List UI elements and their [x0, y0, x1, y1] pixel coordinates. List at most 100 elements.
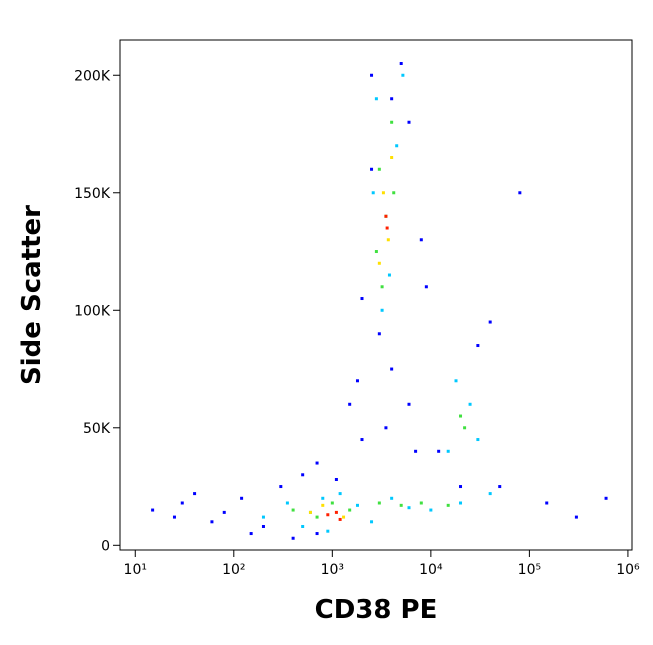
point [390, 496, 394, 500]
point [545, 501, 549, 505]
point [377, 332, 381, 336]
x-tick-label: 10³ [321, 562, 344, 578]
point [151, 508, 155, 512]
x-tick-label: 10⁶ [616, 562, 640, 578]
point [384, 214, 388, 218]
point [315, 515, 319, 519]
y-tick-label: 150K [74, 186, 111, 202]
y-tick-label: 0 [101, 538, 110, 554]
point [390, 97, 394, 101]
point [377, 261, 381, 265]
point [414, 449, 418, 453]
point [355, 379, 359, 383]
point [308, 510, 312, 514]
point [249, 532, 253, 536]
y-tick-label: 100K [74, 303, 111, 319]
y-tick-label: 50K [83, 421, 111, 437]
x-axis-title: CD38 PE [315, 595, 438, 625]
point [180, 501, 184, 505]
y-axis-title: Side Scatter [17, 205, 47, 385]
point [321, 496, 325, 500]
point [419, 238, 423, 242]
x-tick-label: 10⁵ [518, 562, 541, 578]
point [498, 485, 502, 489]
x-tick-label: 10² [222, 562, 245, 578]
point [342, 515, 346, 519]
point [326, 513, 330, 517]
point [468, 402, 472, 406]
point [334, 510, 338, 514]
point [407, 120, 411, 124]
plot-frame [119, 39, 633, 551]
x-tick-label: 10¹ [124, 562, 147, 578]
point [387, 273, 391, 277]
point [488, 320, 492, 324]
point [419, 501, 423, 505]
point [380, 308, 384, 312]
point [384, 426, 388, 430]
point [407, 506, 411, 510]
y-tick-label: 200K [74, 68, 111, 84]
point [476, 438, 480, 442]
point [459, 414, 463, 418]
point [380, 285, 384, 289]
point [395, 144, 399, 148]
point [390, 367, 394, 371]
point [193, 492, 197, 496]
point [285, 501, 289, 505]
point [488, 492, 492, 496]
point [360, 438, 364, 442]
point [172, 515, 176, 519]
point [604, 496, 608, 500]
point [399, 62, 403, 66]
point [261, 524, 265, 528]
point [210, 520, 214, 524]
point [348, 402, 352, 406]
point [463, 426, 467, 430]
point [291, 508, 295, 512]
point [321, 503, 325, 507]
point [338, 492, 342, 496]
point [315, 461, 319, 465]
point [338, 517, 342, 521]
x-tick-label: 10⁴ [419, 562, 443, 578]
point [326, 529, 330, 533]
point [240, 496, 244, 500]
point [355, 503, 359, 507]
point [261, 515, 265, 519]
point [370, 73, 374, 77]
point [459, 501, 463, 505]
point [446, 449, 450, 453]
point [301, 473, 305, 477]
point [371, 191, 375, 195]
point [407, 402, 411, 406]
point [381, 191, 385, 195]
point [301, 524, 305, 528]
point [315, 532, 319, 536]
point [222, 510, 226, 514]
point [390, 156, 394, 160]
point [574, 515, 578, 519]
point [370, 167, 374, 171]
point [377, 167, 381, 171]
point [385, 226, 389, 230]
point [437, 449, 441, 453]
point [291, 536, 295, 540]
point [334, 477, 338, 481]
point [399, 503, 403, 507]
point [454, 379, 458, 383]
point [390, 120, 394, 124]
point [348, 508, 352, 512]
point [377, 501, 381, 505]
point [446, 503, 450, 507]
point [459, 485, 463, 489]
point [476, 344, 480, 348]
point [330, 501, 334, 505]
point [429, 508, 433, 512]
point [279, 485, 283, 489]
point [424, 285, 428, 289]
point [374, 250, 378, 254]
point [374, 97, 378, 101]
point [392, 191, 396, 195]
